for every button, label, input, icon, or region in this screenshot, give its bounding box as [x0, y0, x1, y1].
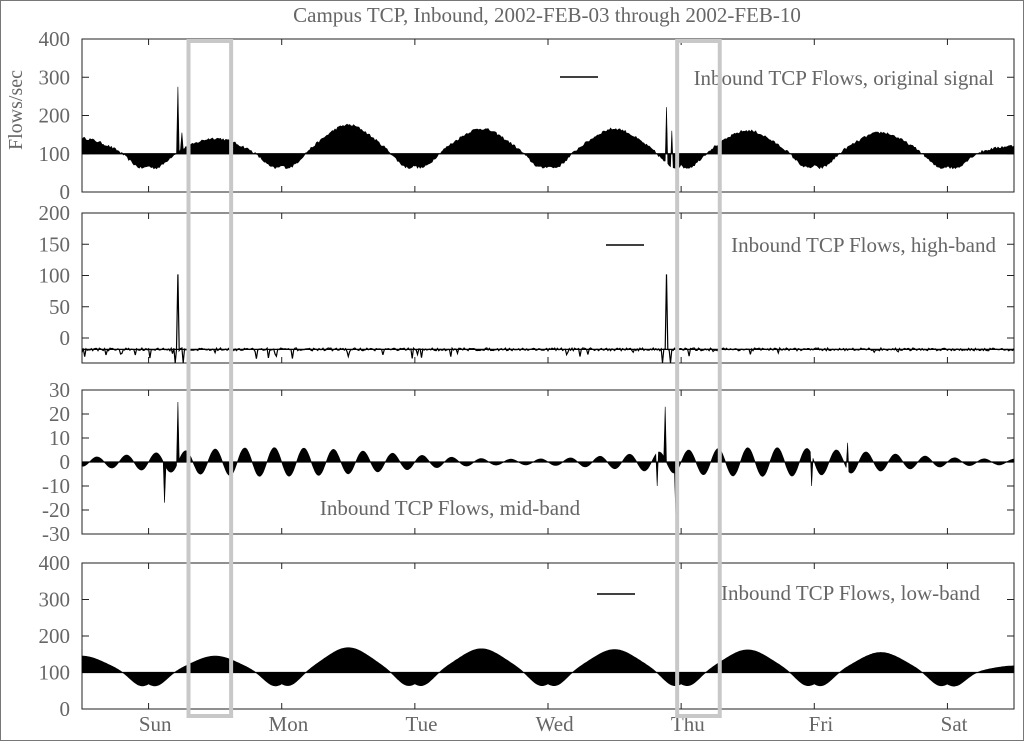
y-tick-label: 100	[39, 264, 71, 288]
legend-original-signal: Inbound TCP Flows, original signal	[694, 66, 995, 90]
y-tick-label: 200	[39, 104, 71, 128]
y-tick-label: 150	[39, 232, 71, 256]
y-tick-label: 100	[39, 661, 71, 685]
y-tick-label: -10	[42, 474, 70, 498]
y-tick-label: 100	[39, 142, 71, 166]
panel-mid-band: Inbound TCP Flows, mid-band 3020100-10-2…	[42, 378, 1015, 546]
panel-original-signal: Inbound TCP Flows, original signal 400 30…	[39, 27, 1015, 204]
y-tick-label: 400	[39, 27, 71, 51]
y-tick-label: 400	[39, 551, 71, 575]
chart-title: Campus TCP, Inbound, 2002-FEB-03 through…	[293, 3, 801, 27]
highlight-box	[675, 39, 722, 718]
y-tick-label: -20	[42, 498, 70, 522]
series-area	[81, 647, 1015, 687]
y-tick-label: 50	[49, 295, 70, 319]
highlight-windows	[186, 39, 722, 718]
x-tick-label: Sat	[941, 712, 968, 736]
x-axis: Sun Mon Tue Wed Thu Fri Sat	[139, 712, 968, 736]
y-tick-label: 0	[60, 326, 71, 350]
y-tick-label: 0	[60, 180, 71, 204]
x-tick-label: Tue	[406, 712, 438, 736]
x-tick-label: Mon	[269, 712, 309, 736]
y-tick-label: 10	[49, 426, 70, 450]
x-tick-label: Sun	[139, 712, 172, 736]
y-tick-label: 30	[49, 378, 70, 402]
highlight-box	[186, 39, 234, 718]
y-axis-label: Flows/sec	[5, 70, 27, 150]
x-tick-label: Wed	[536, 712, 574, 736]
panel-high-band: Inbound TCP Flows, high-band 200 150 100 50…	[39, 201, 1015, 364]
legend-mid-band: Inbound TCP Flows, mid-band	[320, 496, 581, 520]
legend-low-band: Inbound TCP Flows, low-band	[721, 581, 981, 605]
x-tick-label: Fri	[809, 712, 834, 736]
y-tick-label: 200	[39, 201, 71, 225]
y-tick-label: 200	[39, 624, 71, 648]
y-tick-label: 300	[39, 65, 71, 89]
y-tick-label: 300	[39, 588, 71, 612]
legend-high-band: Inbound TCP Flows, high-band	[731, 233, 996, 257]
y-tick-label: 20	[49, 402, 70, 426]
panel-low-band: Inbound TCP Flows, low-band 400 300 200 100…	[39, 551, 1015, 721]
y-tick-label: -30	[42, 522, 70, 546]
y-tick-label: 0	[60, 450, 71, 474]
panel-frame	[81, 38, 1015, 193]
y-tick-label: 0	[60, 697, 71, 721]
series-area	[81, 86, 1015, 170]
